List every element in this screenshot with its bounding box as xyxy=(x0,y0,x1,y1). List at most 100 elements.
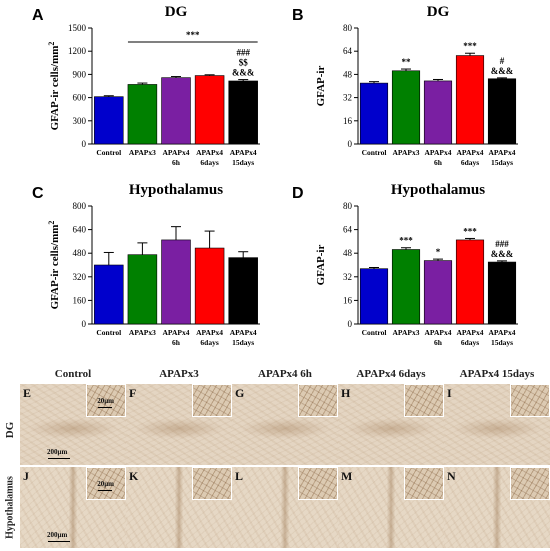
row-header-dg: DG xyxy=(4,421,16,439)
y-tick-label: 800 xyxy=(73,201,87,211)
bar xyxy=(487,261,517,325)
y-tick-label: 160 xyxy=(73,295,87,305)
y-tick-label: 480 xyxy=(73,248,87,258)
chart-panel-d: D Hypothalamus 0 16 32 48 64 80 GFAP-ir Control AP… xyxy=(292,182,518,347)
inset-scale-bar xyxy=(98,490,112,491)
y-tick-label: 16 xyxy=(343,116,353,126)
category-label: 6days xyxy=(461,338,479,347)
category-label: 6h xyxy=(434,338,443,347)
significance-label: * xyxy=(436,247,441,257)
y-axis-label-superscript: 2 xyxy=(47,42,56,46)
y-tick-label: 300 xyxy=(73,116,87,126)
y-tick-label: 48 xyxy=(343,248,353,258)
category-label: 6h xyxy=(172,158,181,167)
inset-magnified xyxy=(298,384,338,417)
significance-label: *** xyxy=(399,236,413,246)
category-label: 6days xyxy=(200,338,218,347)
inset-scale-label: 20μm xyxy=(97,397,114,405)
bar xyxy=(127,84,158,145)
panel-letter: I xyxy=(447,386,452,400)
bar xyxy=(94,96,124,145)
category-label: APAPx4 xyxy=(425,148,452,157)
category-label: APAPx4 xyxy=(489,328,516,337)
y-tick-label: 80 xyxy=(343,23,353,33)
micrograph-dg-apapx4-6days: H xyxy=(338,384,444,465)
significance-bracket-label: *** xyxy=(186,30,200,40)
panel-letter: G xyxy=(235,386,245,400)
column-header-apapx4-6h: APAPx4 6h xyxy=(258,368,312,380)
category-label: 6days xyxy=(200,158,218,167)
inset-magnified xyxy=(86,384,126,417)
panel-letter: M xyxy=(341,469,353,483)
micrograph-dg-control: E 20μm 200μm xyxy=(20,384,126,465)
bar xyxy=(359,82,389,145)
bar xyxy=(161,77,191,145)
y-tick-label: 900 xyxy=(73,69,87,79)
micrograph-hypothalamus-control: J 20μm 200μm xyxy=(20,467,126,548)
significance-label: ### xyxy=(495,239,509,249)
category-label: 6h xyxy=(434,158,443,167)
y-axis-label-superscript: 2 xyxy=(47,221,56,225)
category-label: APAPx4 xyxy=(163,148,190,157)
main-scale-bar xyxy=(48,541,70,542)
bar xyxy=(423,80,453,145)
category-label: Control xyxy=(96,148,121,157)
inset-magnified xyxy=(192,384,232,417)
bar xyxy=(423,260,453,325)
panel-letter: D xyxy=(292,185,304,202)
significance-label: ### xyxy=(236,48,250,58)
significance-label: # xyxy=(500,56,505,66)
category-label: APAPx4 xyxy=(457,328,484,337)
panel-letter: B xyxy=(292,7,304,24)
significance-label: &&& xyxy=(232,68,255,78)
inset-magnified xyxy=(404,467,444,500)
category-label: 15days xyxy=(232,338,254,347)
y-tick-label: 1500 xyxy=(68,23,87,33)
bar xyxy=(455,239,485,325)
category-label: Control xyxy=(96,328,121,337)
panel-letter: L xyxy=(235,469,244,483)
y-tick-label: 32 xyxy=(343,93,352,103)
bar xyxy=(127,254,158,325)
category-label: APAPx4 xyxy=(196,328,223,337)
y-tick-label: 0 xyxy=(82,319,87,329)
y-axis-label: GFAP-ir cells/mm2 xyxy=(47,42,61,131)
y-axis-label: GFAP-ir xyxy=(315,66,327,107)
micrograph-hypothalamus-apapx3: K xyxy=(126,467,232,548)
panel-letter: F xyxy=(129,386,137,400)
category-label: APAPx3 xyxy=(129,328,156,337)
main-scale-bar xyxy=(48,458,70,459)
category-label: APAPx4 xyxy=(425,328,452,337)
inset-magnified xyxy=(298,467,338,500)
category-label: Control xyxy=(362,148,387,157)
micrograph-dg-apapx3: F xyxy=(126,384,232,465)
y-tick-label: 0 xyxy=(348,319,353,329)
category-label: 6h xyxy=(172,338,181,347)
category-label: Control xyxy=(362,328,387,337)
y-tick-label: 320 xyxy=(73,272,87,282)
category-label: APAPx4 xyxy=(230,148,257,157)
panel-letter: C xyxy=(32,185,44,202)
y-tick-label: 80 xyxy=(343,201,353,211)
micrograph-hypothalamus-apapx4-6h: L xyxy=(232,467,338,548)
chart-title: DG xyxy=(165,4,188,20)
y-tick-label: 32 xyxy=(343,272,352,282)
significance-label: &&& xyxy=(491,66,514,76)
main-scale-label: 200μm xyxy=(47,448,68,456)
chart-panel-a: A DG 0 300 600 900 1200 1500 GFAP-ir cells/mm2 Co… xyxy=(32,4,260,167)
significance-label: *** xyxy=(463,41,477,51)
chart-panel-c: C Hypothalamus 0 160 320 480 640 800 GFAP-ir cel… xyxy=(32,182,260,347)
category-label: APAPx3 xyxy=(129,148,156,157)
category-label: 6days xyxy=(461,158,479,167)
significance-label: ** xyxy=(402,57,412,67)
y-tick-label: 640 xyxy=(73,225,87,235)
category-label: APAPx4 xyxy=(163,328,190,337)
bar xyxy=(359,268,389,325)
y-axis-label: GFAP-ir xyxy=(315,245,327,286)
bar xyxy=(455,55,485,145)
bar xyxy=(194,247,225,325)
column-header-apapx4-15days: APAPx4 15days xyxy=(459,368,535,380)
y-tick-label: 64 xyxy=(343,46,353,56)
category-label: 15days xyxy=(491,158,513,167)
significance-label: $$ xyxy=(239,58,249,68)
